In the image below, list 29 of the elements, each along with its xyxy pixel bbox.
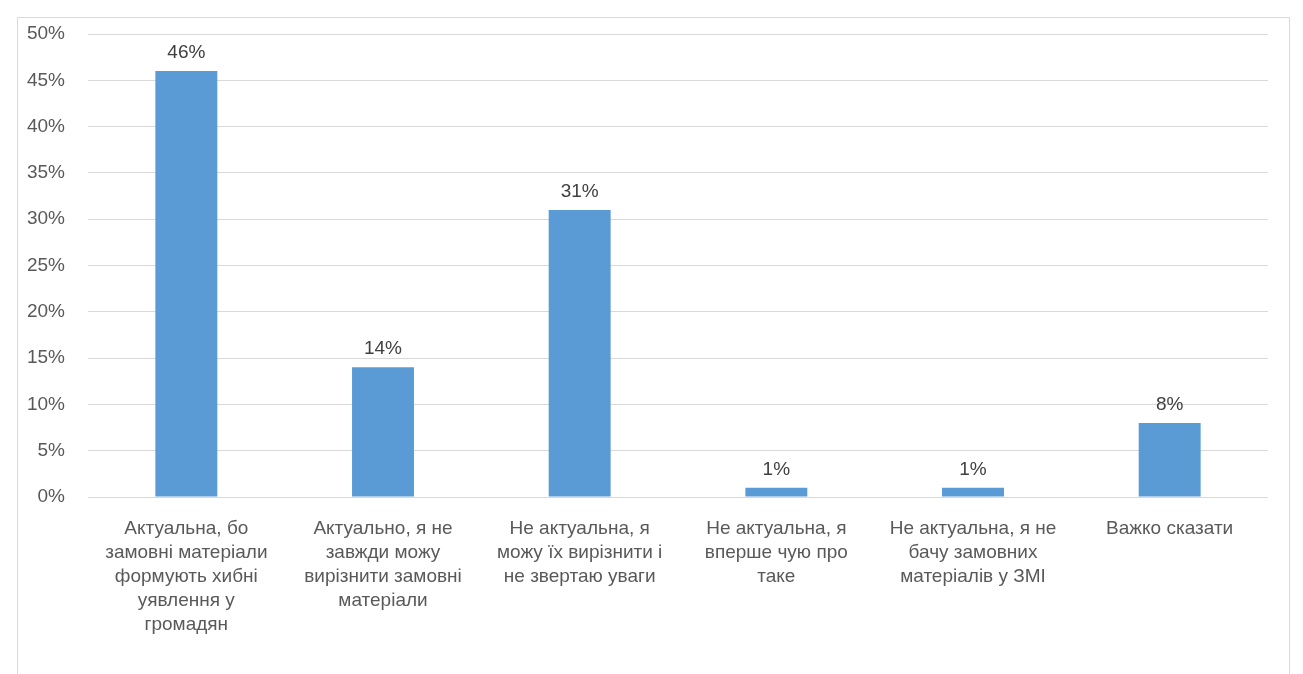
- y-tick-label: 0%: [37, 485, 66, 507]
- y-tick-label: 50%: [26, 22, 66, 44]
- data-label: 1%: [762, 457, 791, 479]
- y-tick-label: 45%: [26, 68, 66, 90]
- y-tick-label: 15%: [26, 346, 66, 368]
- x-tick-label: Важко сказати: [1106, 517, 1234, 539]
- x-tick-label: Актуальна, бо замовні матеріали формують хибні уявлення у громадян: [105, 517, 268, 635]
- x-tick-label: Не актуальна, я вперше чую про таке: [704, 517, 848, 587]
- bar: [352, 367, 414, 497]
- x-tick-label: Не актуальна, я можу їх вирізнити і не звертаю уваги: [497, 517, 663, 587]
- data-label: 46%: [167, 41, 206, 63]
- data-label: 31%: [560, 179, 599, 201]
- data-label: 1%: [959, 457, 987, 479]
- x-tick-label: Не актуальна, я не бачу замовних матеріалів у ЗМІ: [889, 517, 1057, 587]
- y-tick-label: 5%: [37, 438, 66, 460]
- y-tick-label: 20%: [26, 300, 66, 322]
- y-tick-label: 10%: [26, 392, 66, 414]
- data-label: 8%: [1155, 392, 1184, 414]
- y-tick-label: 30%: [26, 207, 66, 229]
- bar: [1138, 422, 1201, 497]
- bar: [745, 487, 808, 497]
- y-tick-label: 25%: [26, 253, 66, 275]
- y-tick-label: 40%: [26, 114, 66, 136]
- bar: [942, 487, 1004, 497]
- y-tick-label: 35%: [26, 161, 66, 183]
- x-tick-label: Актуально, я не завжди можу вирізнити замовні матеріали: [304, 517, 462, 611]
- bar: [548, 209, 611, 497]
- bar: [155, 71, 218, 497]
- data-label: 14%: [363, 337, 403, 359]
